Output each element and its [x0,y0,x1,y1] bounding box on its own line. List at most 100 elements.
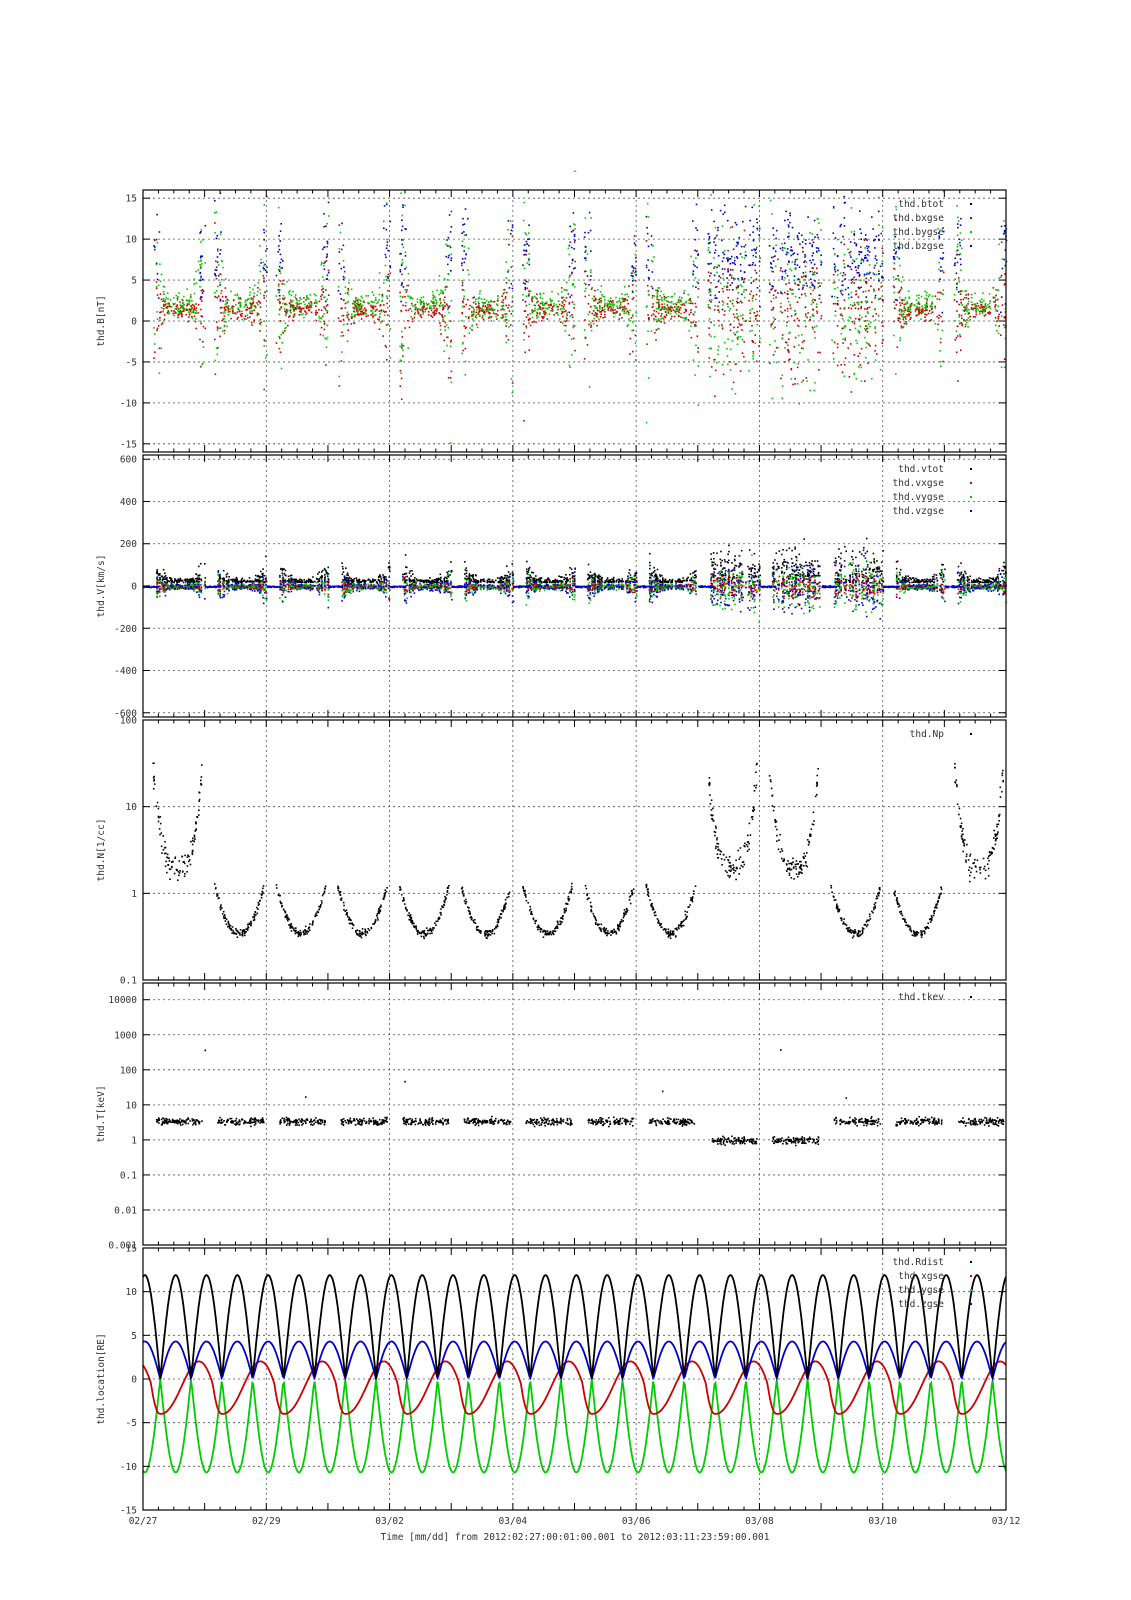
by-point [216,353,219,356]
by-point [536,308,539,311]
bx-point [790,368,793,370]
bx-point [956,325,959,328]
by-point [980,298,983,300]
by-point [956,243,959,246]
bz-point [818,294,821,296]
bz-point [708,237,711,240]
bx-point [461,264,463,267]
by-point [634,253,637,256]
by-point [718,311,720,313]
by-point [528,232,530,234]
vx-point [158,582,160,584]
bx-point [192,311,194,313]
bx-point [585,283,587,286]
by-point [820,260,822,262]
by-point [371,301,374,304]
bx-point [292,304,294,307]
vy-point [217,574,219,576]
bz-point [784,270,786,273]
by-point [1004,232,1006,235]
bz-point [326,278,328,280]
bx-point [661,313,663,315]
by-point [549,299,552,302]
bx-point [478,305,480,307]
bz-point [850,256,852,258]
bz-point [716,266,718,269]
by-point [225,321,227,323]
bx-point [784,341,787,343]
by-point [984,307,986,310]
by-point [234,294,236,296]
bx-point [899,304,902,307]
by-point [356,308,359,310]
bx-point [279,351,282,353]
by-point [840,313,842,315]
by-point [281,342,283,344]
bx-point [610,310,612,312]
bz-point [651,287,654,290]
bx-point [525,253,527,256]
bx-point [851,321,854,323]
by-point [279,307,281,310]
bx-point [676,308,678,310]
bx-point [159,311,161,314]
bx-point [509,324,512,326]
vz-point [230,584,232,586]
vz-point [235,588,238,591]
bx-point [413,313,416,315]
bx-point [992,297,995,299]
by-point [984,305,987,307]
bx-point [924,309,926,312]
by-point [898,316,901,319]
by-point [323,296,326,298]
bx-point [665,296,667,299]
vtot-point [187,580,190,583]
by-point [979,313,981,315]
bx-point [588,323,590,326]
bx-point [682,303,684,305]
by-point [958,281,961,283]
by-point [308,308,311,311]
by-point [508,279,511,282]
by-point [216,329,219,331]
bx-point [850,391,853,393]
bx-point [874,331,877,334]
vtot-point [190,580,192,583]
by-point [680,303,682,306]
by-point [572,223,575,225]
bx-point [237,302,240,304]
by-point [176,306,178,309]
by-point [361,306,363,309]
by-point [556,312,558,314]
by-point [527,281,529,283]
by-point [733,256,736,259]
vtot-point [156,572,158,574]
bx-point [769,362,771,365]
vy-point [176,586,178,589]
by-point [709,288,711,290]
by-point [981,312,984,315]
bx-point [385,346,388,348]
bx-point [284,329,286,332]
bx-point [566,317,568,320]
y-tick-label: 5 [131,276,137,287]
bx-point [710,321,712,324]
bz-point [805,276,807,278]
by-point [263,204,266,206]
by-point [714,236,717,238]
bx-point [591,320,594,322]
bx-point [854,307,857,309]
vtot-point [157,574,160,576]
by-point [286,280,288,283]
by-point [868,264,871,266]
bz-point [525,240,528,243]
bz-point [780,292,782,294]
by-point [278,313,281,316]
bx-point [671,306,674,309]
bz-point [631,280,634,282]
bx-point [965,304,968,307]
by-point [864,327,866,330]
bx-point [472,297,474,299]
by-point [558,318,561,320]
bz-point [383,227,385,230]
